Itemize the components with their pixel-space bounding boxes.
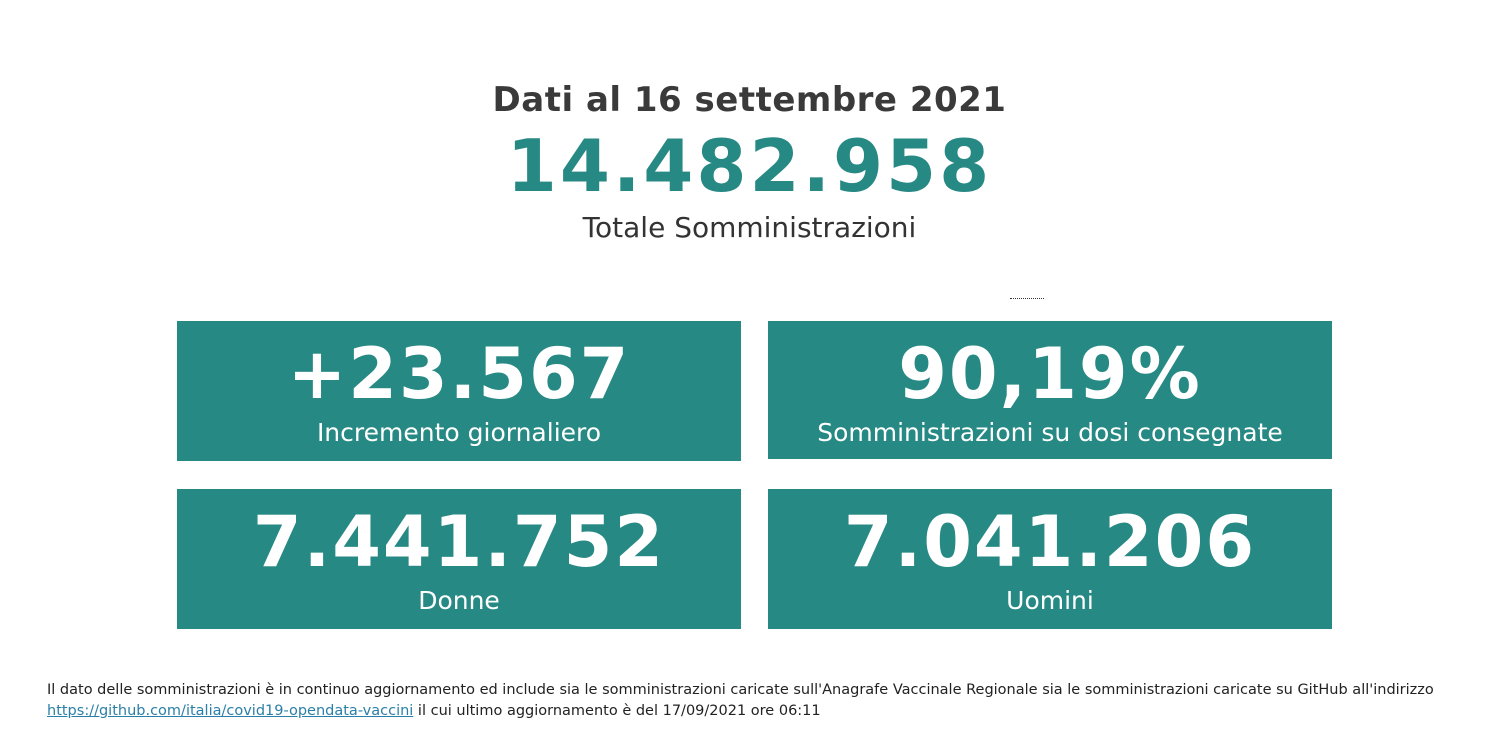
women-value: 7.441.752: [252, 501, 666, 583]
github-repo-link[interactable]: https://github.com/italia/covid19-openda…: [47, 703, 414, 719]
daily-increment-card: +23.567 Incremento giornaliero: [177, 321, 741, 461]
total-administrations-label: Totale Somministrazioni: [582, 211, 917, 244]
delivered-doses-ratio-value: 90,19%: [898, 333, 1202, 415]
delivered-doses-ratio-card: 90,19% Somministrazioni su dosi consegna…: [768, 321, 1332, 459]
footnote-text-before: Il dato delle somministrazioni è in cont…: [47, 682, 1434, 698]
men-card: 7.041.206 Uomini: [768, 489, 1332, 629]
data-source-note: Il dato delle somministrazioni è in cont…: [47, 680, 1487, 722]
men-value: 7.041.206: [843, 501, 1257, 583]
daily-increment-value: +23.567: [287, 333, 631, 415]
daily-increment-label: Incremento giornaliero: [316, 418, 602, 447]
women-card: 7.441.752 Donne: [177, 489, 741, 629]
footnote-text-after: il cui ultimo aggiornamento è del 17/09/…: [413, 703, 821, 719]
women-label: Donne: [418, 586, 500, 615]
delivered-doses-ratio-label: Somministrazioni su dosi consegnate: [817, 418, 1283, 447]
men-label: Uomini: [1006, 586, 1094, 615]
total-administrations-value: 14.482.958: [506, 124, 993, 208]
summary-header: Dati al 16 settembre 2021 14.482.958 Tot…: [0, 78, 1499, 246]
date-heading: Dati al 16 settembre 2021: [492, 80, 1007, 120]
decorative-mark: [1010, 298, 1044, 301]
